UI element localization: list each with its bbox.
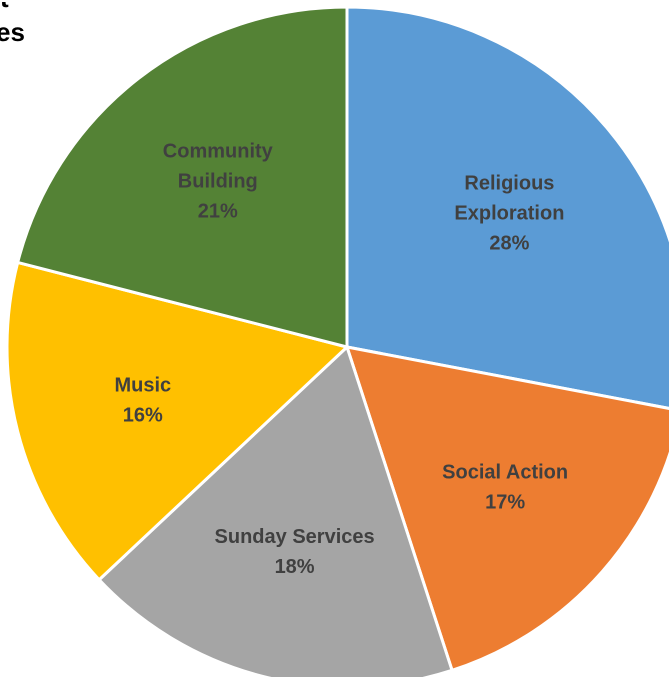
pie-label-community-building: Community Building 21% [163, 140, 274, 222]
pie-label-name-line: Sunday Services [215, 526, 375, 548]
pie-label-name-line: Music [114, 374, 171, 396]
pie-label-percent: 16% [123, 404, 163, 426]
chart-title-fragment: t es [0, 2, 29, 48]
pie-label-name-line: Building [178, 170, 258, 192]
pie-slices [5, 5, 669, 677]
pie-slice-social-action [345, 345, 669, 672]
title-fragment-line-2: es [0, 17, 25, 47]
pie-label-percent: 18% [275, 556, 315, 578]
pie-label-percent: 28% [489, 233, 529, 255]
pie-label-social-action: Social Action 17% [442, 461, 568, 513]
pie-labels: Religious Exploration 28%Social Action 17%S… [114, 140, 568, 578]
pie-label-music: Music 16% [114, 374, 171, 426]
pie-label-sunday-services: Sunday Services 18% [215, 526, 375, 578]
pie-slice-music [5, 260, 349, 582]
pie-slice-sunday-services [97, 345, 454, 677]
pie-label-name-line: Social Action [442, 461, 568, 483]
pie-slice-religious-exploration [345, 5, 669, 410]
pie-label-percent: 17% [485, 491, 525, 513]
pie-label-percent: 21% [198, 200, 238, 222]
pie-label-name-line: Community [163, 140, 274, 162]
title-fragment-line-1: t [0, 2, 29, 16]
pie-slice-community-building [16, 5, 349, 349]
pie-label-name-line: Religious [464, 173, 554, 195]
pie-label-religious-exploration: Religious Exploration 28% [454, 173, 564, 255]
pie-label-name-line: Exploration [454, 203, 564, 225]
